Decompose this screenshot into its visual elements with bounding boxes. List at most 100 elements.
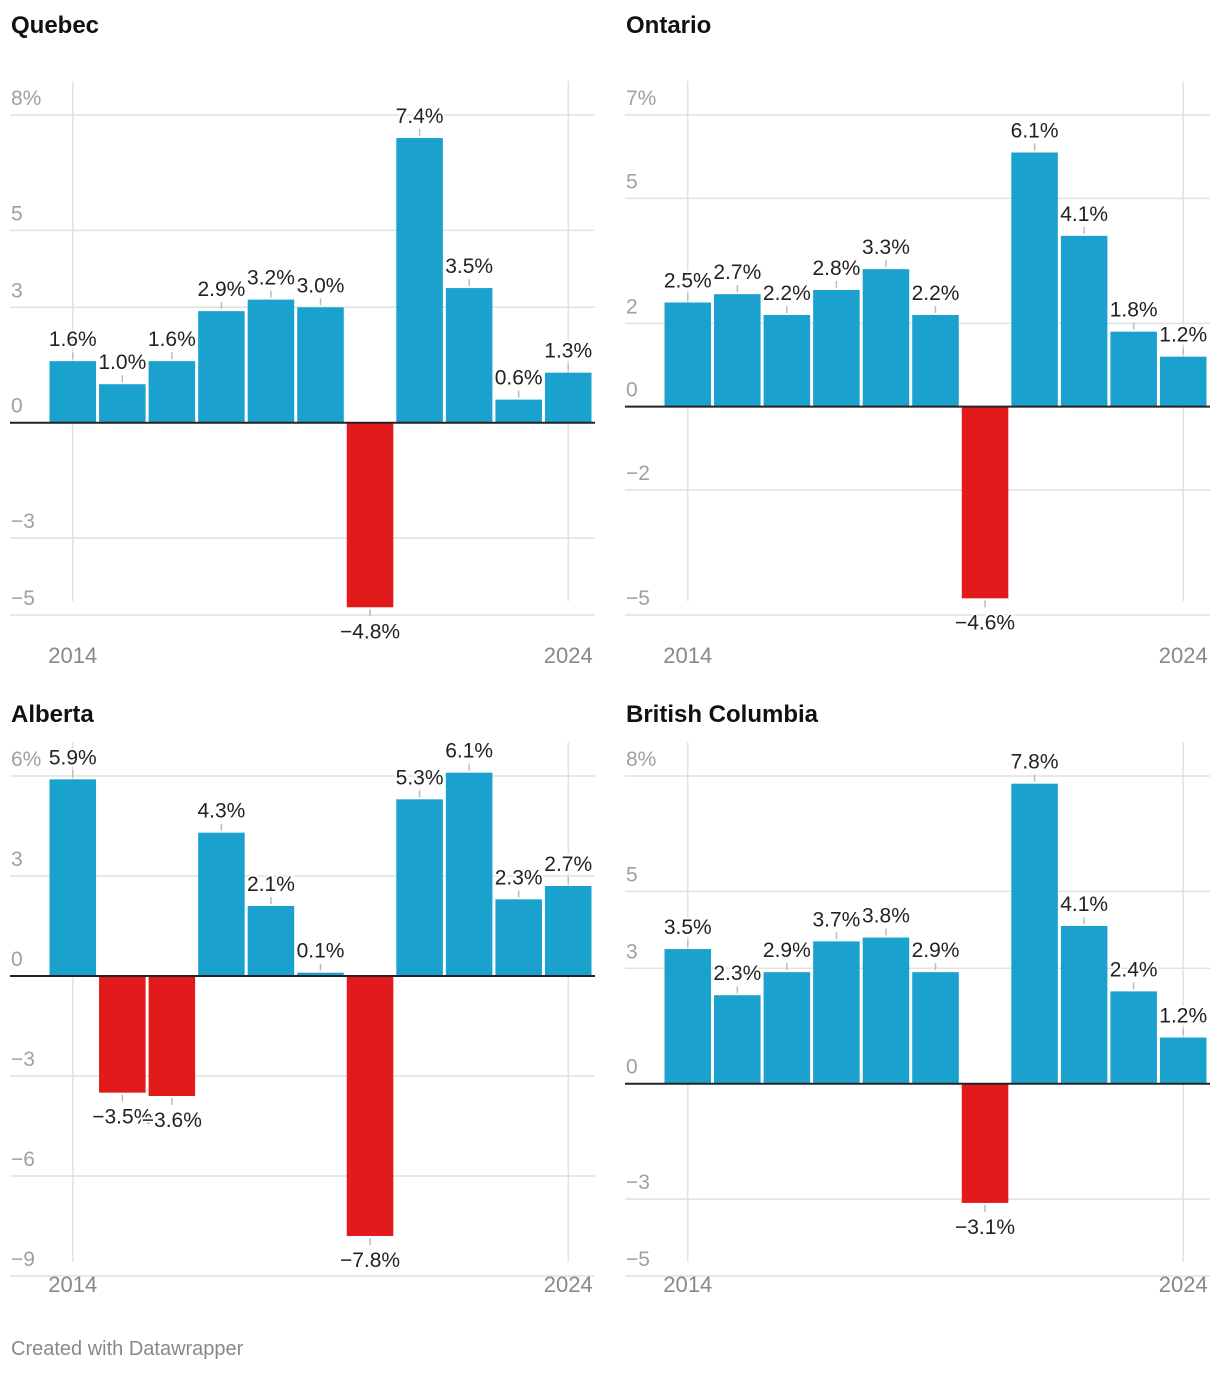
- bar-2022: [445, 288, 493, 423]
- data-label: 2.5%: [664, 270, 712, 293]
- bar-2020: [346, 422, 394, 608]
- y-tick-label: −2: [626, 462, 650, 485]
- y-tick-label: −3: [626, 1171, 650, 1194]
- y-tick-label: 0: [11, 395, 23, 418]
- y-tick-label: 3: [626, 940, 638, 963]
- data-label: 6.1%: [445, 740, 493, 763]
- bar-2016: [148, 976, 196, 1096]
- bar-2020: [346, 976, 394, 1236]
- y-tick-label: −3: [11, 1048, 35, 1071]
- bar-2023: [495, 899, 542, 976]
- bar-2017: [813, 290, 860, 407]
- data-label: 2.1%: [247, 873, 295, 896]
- y-tick-label: 2: [626, 295, 638, 318]
- data-label: 1.8%: [1110, 299, 1158, 322]
- y-tick-label: −5: [626, 1248, 650, 1271]
- y-tick-label: 8%: [626, 748, 656, 771]
- data-label: −4.8%: [340, 620, 400, 643]
- data-label: −3.5%: [92, 1106, 152, 1129]
- chart-panel-british-columbia: British Columbia8%530−3−53.5%2.3%2.9%3.7…: [625, 701, 1210, 1297]
- data-label: −4.6%: [955, 611, 1015, 634]
- y-tick-label: −5: [626, 587, 650, 610]
- chart-panel-alberta: Alberta 6% 3 0 −3 −6 −9 5.9% −3.5%−3.6% 4.3% 2.1% 0…: [10, 701, 595, 1297]
- data-label: 2.7%: [544, 853, 592, 876]
- y-tick-label: 0: [626, 1056, 638, 1079]
- x-tick-label: 2014: [48, 1272, 97, 1297]
- bar-2019: [912, 315, 959, 407]
- data-label: −3.1%: [955, 1216, 1015, 1239]
- data-label: 4.1%: [1060, 893, 1108, 916]
- data-label: 2.9%: [763, 939, 811, 962]
- bar-2014: [664, 302, 712, 407]
- data-label: 1.3%: [544, 340, 592, 363]
- bar-2021: [396, 138, 443, 423]
- y-tick-label: 3: [11, 848, 23, 871]
- data-label: 1.6%: [49, 328, 97, 351]
- bar-2023: [1110, 331, 1157, 407]
- footer-credit: Created with Datawrapper: [11, 1338, 244, 1360]
- data-label: 2.2%: [763, 282, 811, 305]
- x-tick-label: 2024: [544, 1272, 593, 1297]
- data-label: 4.3%: [197, 800, 245, 823]
- bar-2018: [247, 906, 295, 976]
- bar-2018: [862, 269, 910, 407]
- bar-2019: [297, 307, 344, 423]
- chart-title: Ontario: [626, 12, 711, 39]
- y-tick-label: 0: [626, 379, 638, 402]
- bar-2017: [813, 941, 860, 1084]
- data-label: 3.2%: [247, 267, 295, 290]
- bar-2022: [1060, 235, 1108, 407]
- bar-2016: [763, 315, 811, 407]
- data-label: 3.3%: [862, 236, 910, 259]
- bar-2021: [1011, 152, 1058, 407]
- bar-2017: [198, 311, 245, 423]
- chart-title: Alberta: [11, 701, 94, 728]
- bar-2020: [961, 1083, 1009, 1203]
- bar-2014: [664, 949, 712, 1084]
- bar-2018: [862, 937, 910, 1084]
- x-tick-label: 2024: [1159, 1272, 1208, 1297]
- data-label: −7.8%: [340, 1249, 400, 1272]
- data-label: 4.1%: [1060, 203, 1108, 226]
- chart-panel-quebec: Quebec 8% 5 3 0 −3 −5 1.6%1.0%1.6% 2.9%3.2% 3.0% −…: [10, 12, 595, 668]
- bar-2021: [396, 799, 443, 976]
- data-label: 2.3%: [713, 962, 761, 985]
- bar-2018: [247, 299, 295, 423]
- bar-2023: [495, 399, 542, 423]
- bar-2021: [1011, 783, 1058, 1084]
- data-label: 3.7%: [812, 908, 860, 931]
- y-tick-label: 0: [11, 948, 23, 971]
- x-tick-label: 2014: [48, 643, 97, 668]
- x-tick-label: 2014: [663, 643, 712, 668]
- data-label: 0.6%: [495, 367, 543, 390]
- y-tick-label: 8%: [11, 87, 41, 110]
- data-label: 2.7%: [713, 261, 761, 284]
- data-label: 1.0%: [98, 351, 146, 374]
- chart-title: Quebec: [11, 12, 99, 39]
- bar-2016: [763, 972, 811, 1084]
- data-label: 3.0%: [297, 274, 345, 297]
- y-tick-label: 5: [626, 863, 638, 886]
- bar-2015: [714, 294, 761, 407]
- data-label: 6.1%: [1011, 120, 1059, 143]
- y-tick-label: 5: [11, 202, 23, 225]
- y-tick-label: −9: [11, 1248, 35, 1271]
- data-label: 3.8%: [862, 905, 910, 928]
- bar-2023: [1110, 991, 1157, 1084]
- y-tick-label: 3: [11, 279, 23, 302]
- data-label: 7.4%: [396, 105, 444, 128]
- data-label: 2.2%: [912, 282, 960, 305]
- bar-2024: [1159, 1037, 1207, 1084]
- data-label: 2.9%: [197, 278, 245, 301]
- bar-2019: [912, 972, 959, 1084]
- data-label: 5.9%: [49, 746, 97, 769]
- bar-2024: [544, 886, 592, 976]
- bar-2019: [297, 972, 344, 976]
- y-tick-label: 6%: [11, 748, 41, 771]
- bar-2022: [1060, 926, 1108, 1084]
- y-tick-label: 7%: [626, 87, 656, 110]
- data-label: 1.2%: [1159, 324, 1207, 347]
- bar-2014: [49, 779, 97, 976]
